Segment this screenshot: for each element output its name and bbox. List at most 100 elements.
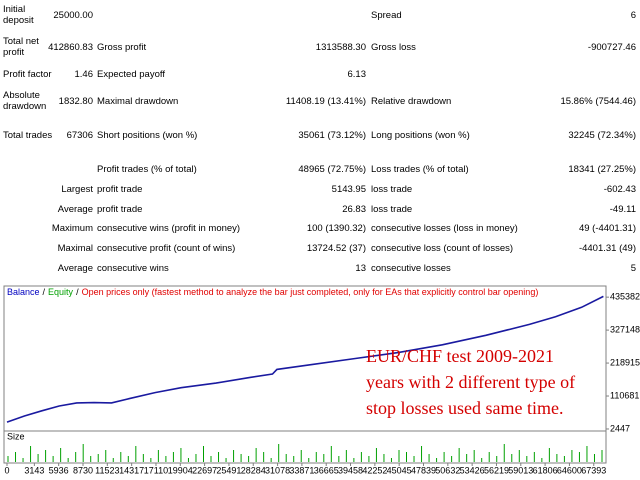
row-value: 15.86% (7544.46) xyxy=(560,96,636,107)
row-value: 25000.00 xyxy=(53,10,93,21)
x-tick-label: 64600 xyxy=(557,465,582,475)
row-value: 100 (1390.32) xyxy=(306,223,366,234)
x-tick-label: 53426 xyxy=(460,465,485,475)
plot-frame xyxy=(3,285,607,432)
row-value: 67306 xyxy=(66,130,93,141)
row-value: 1.46 xyxy=(74,69,94,80)
row-label: loss trade xyxy=(371,184,413,195)
x-tick-label: 14317 xyxy=(119,465,144,475)
x-tick-label: 47839 xyxy=(411,465,436,475)
report: Initial deposit 25000.00 Spread 6 Total net … xyxy=(3,4,636,274)
x-tick-label: 36665 xyxy=(314,465,339,475)
row-value: 48965 (72.75%) xyxy=(298,164,366,175)
row-label: profit trade xyxy=(97,204,143,215)
row-label: Absolute drawdown xyxy=(3,90,47,112)
row-label: Relative drawdown xyxy=(371,96,452,107)
x-tick-label: 17110 xyxy=(144,465,168,475)
x-tick-label: 61806 xyxy=(533,465,558,475)
row-label: Profit factor xyxy=(3,69,52,80)
row-label: Long positions (won %) xyxy=(371,130,470,141)
row-label: Maximal drawdown xyxy=(97,96,179,107)
y-tick-label: 110681 xyxy=(610,390,639,400)
row-label: Profit trades (% of total) xyxy=(97,164,197,175)
legend-entry: Open prices only (fastest method to anal… xyxy=(82,287,539,297)
row-value: 49 (-4401.31) xyxy=(578,223,636,234)
x-tick-label: 45045 xyxy=(387,465,412,475)
annotation: years with 2 different type of xyxy=(366,372,575,392)
row-value: -900727.46 xyxy=(587,42,636,53)
x-tick-label: 5936 xyxy=(49,465,69,475)
row-label: consecutive loss (count of losses) xyxy=(371,243,514,254)
row-prefix: Average xyxy=(57,204,93,215)
row-label: Spread xyxy=(371,10,402,21)
row-value: 13 xyxy=(355,263,366,274)
balance-line xyxy=(6,295,604,423)
row-label: Gross profit xyxy=(97,42,147,53)
y-tick-label: 2447 xyxy=(610,423,630,433)
y-tick-label: 218915 xyxy=(610,357,640,367)
x-tick-label: 8730 xyxy=(73,465,93,475)
x-tick-label: 0 xyxy=(4,465,9,475)
annotation: EUR/CHF test 2009-2021 xyxy=(366,346,554,366)
row-value: 5143.95 xyxy=(331,184,366,195)
row-label: Loss trades (% of total) xyxy=(371,164,469,175)
y-tick-label: 327148 xyxy=(610,324,640,334)
legend-separator: / xyxy=(76,287,79,297)
row-value: 11408.19 (13.41%) xyxy=(285,96,366,107)
row-value: 412860.83 xyxy=(48,42,93,53)
row-label: loss trade xyxy=(371,204,413,215)
x-tick-label: 67393 xyxy=(581,465,606,475)
row-label: Expected payoff xyxy=(97,69,165,80)
row-value: 32245 (72.34%) xyxy=(568,130,636,141)
volume-frame xyxy=(3,430,607,464)
row-label: Short positions (won %) xyxy=(97,130,198,141)
row-value: -602.43 xyxy=(603,184,636,195)
row-value: 1313588.30 xyxy=(315,42,366,53)
row-label: consecutive losses xyxy=(371,263,451,274)
x-tick-label: 31078 xyxy=(265,465,290,475)
row-label: Gross loss xyxy=(371,42,416,53)
row-label: Total trades xyxy=(3,130,53,141)
x-tick-label: 22697 xyxy=(192,465,217,475)
row-value: 13724.52 (37) xyxy=(306,243,366,254)
row-label: Initial deposit xyxy=(3,4,34,26)
row-label: consecutive wins xyxy=(97,263,169,274)
row-value: -49.11 xyxy=(609,204,636,215)
row-label: consecutive losses (loss in money) xyxy=(371,223,518,234)
x-tick-label: 56219 xyxy=(484,465,509,475)
annotation: stop losses used same time. xyxy=(366,398,563,418)
x-tick-label: 50632 xyxy=(435,465,460,475)
x-tick-label: 28284 xyxy=(241,465,266,475)
volume-label: Size xyxy=(7,431,25,441)
row-prefix: Largest xyxy=(61,184,93,195)
row-label: consecutive profit (count of wins) xyxy=(97,243,236,254)
row-value: 26.83 xyxy=(342,204,366,215)
row-prefix: Maximum xyxy=(51,223,93,234)
legend-entry: Equity xyxy=(48,287,74,297)
y-tick-label: 435382 xyxy=(610,292,640,302)
x-tick-label: 3143 xyxy=(24,465,44,475)
row-value: -4401.31 (49) xyxy=(578,243,636,254)
x-tick-label: 19904 xyxy=(168,465,193,475)
row-value: 1832.80 xyxy=(58,96,93,107)
row-label: consecutive wins (profit in money) xyxy=(97,223,241,234)
legend: Balance / Equity / Open prices only (fastest… xyxy=(7,287,538,297)
x-tick-label: 11523 xyxy=(95,465,119,475)
row-value: 18341 (27.25%) xyxy=(568,164,636,175)
x-tick-label: 39458 xyxy=(338,465,363,475)
x-tick-label: 25491 xyxy=(216,465,241,475)
legend-separator: / xyxy=(43,287,46,297)
x-tick-label: 59013 xyxy=(508,465,533,475)
x-tick-label: 42252 xyxy=(362,465,387,475)
legend-entry: Balance xyxy=(7,287,40,297)
row-value: 5 xyxy=(630,263,636,274)
row-value: 35061 (73.12%) xyxy=(298,130,366,141)
row-prefix: Maximal xyxy=(57,243,93,254)
x-tick-label: 33871 xyxy=(289,465,314,475)
row-label: Total net profit xyxy=(3,36,39,58)
row-value: 6 xyxy=(630,10,636,21)
row-value: 6.13 xyxy=(347,69,367,80)
row-prefix: Average xyxy=(57,263,93,274)
